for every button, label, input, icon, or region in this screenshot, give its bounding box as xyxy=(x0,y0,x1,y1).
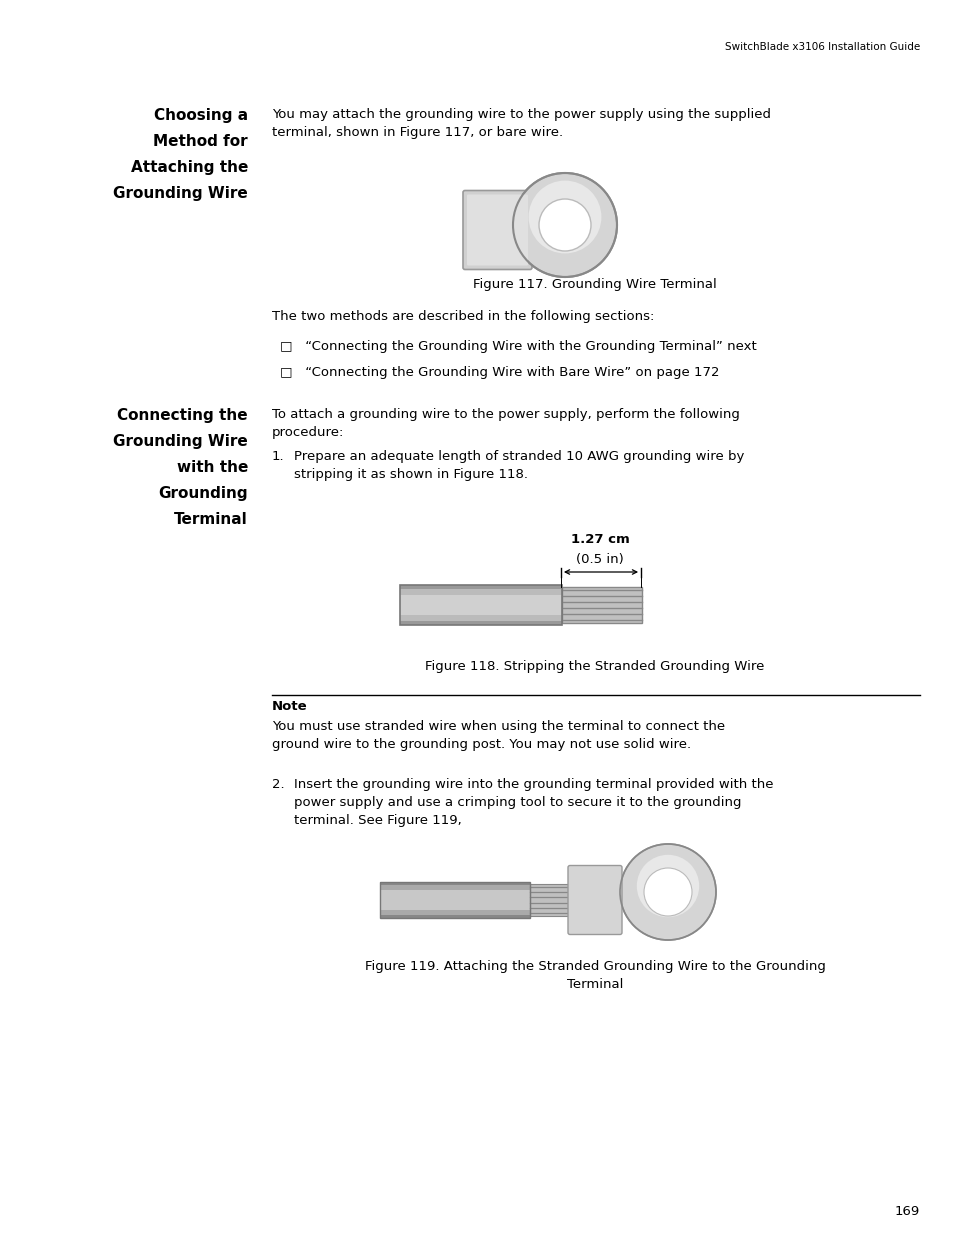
Bar xyxy=(379,885,530,915)
Text: (0.5 in): (0.5 in) xyxy=(576,553,623,566)
Text: 1.: 1. xyxy=(272,450,284,463)
Text: Attaching the: Attaching the xyxy=(131,161,248,175)
FancyBboxPatch shape xyxy=(462,190,532,269)
Text: □   “Connecting the Grounding Wire with Bare Wire” on page 172: □ “Connecting the Grounding Wire with Ba… xyxy=(280,366,719,379)
Text: Prepare an adequate length of stranded 10 AWG grounding wire by
stripping it as : Prepare an adequate length of stranded 1… xyxy=(294,450,743,480)
Bar xyxy=(399,589,561,621)
FancyBboxPatch shape xyxy=(467,194,527,266)
Text: Method for: Method for xyxy=(153,135,248,149)
Bar xyxy=(379,882,530,918)
Bar xyxy=(530,884,569,916)
Text: Grounding Wire: Grounding Wire xyxy=(113,186,248,201)
Text: You must use stranded wire when using the terminal to connect the
ground wire to: You must use stranded wire when using th… xyxy=(272,720,724,751)
Text: 169: 169 xyxy=(894,1205,919,1218)
Text: SwitchBlade x3106 Installation Guide: SwitchBlade x3106 Installation Guide xyxy=(724,42,919,52)
Circle shape xyxy=(538,199,590,251)
FancyBboxPatch shape xyxy=(567,866,621,935)
Text: You may attach the grounding wire to the power supply using the supplied
termina: You may attach the grounding wire to the… xyxy=(272,107,770,140)
Text: To attach a grounding wire to the power supply, perform the following
procedure:: To attach a grounding wire to the power … xyxy=(272,408,740,438)
Bar xyxy=(399,585,561,625)
Text: Connecting the: Connecting the xyxy=(117,408,248,424)
Text: Choosing a: Choosing a xyxy=(153,107,248,124)
Text: Insert the grounding wire into the grounding terminal provided with the
power su: Insert the grounding wire into the groun… xyxy=(294,778,773,827)
Text: The two methods are described in the following sections:: The two methods are described in the fol… xyxy=(272,310,654,324)
Bar xyxy=(399,585,561,625)
Text: with the: with the xyxy=(176,459,248,475)
Bar xyxy=(379,882,530,918)
Text: Figure 117. Grounding Wire Terminal: Figure 117. Grounding Wire Terminal xyxy=(473,278,716,291)
Text: □   “Connecting the Grounding Wire with the Grounding Terminal” next: □ “Connecting the Grounding Wire with th… xyxy=(280,340,756,353)
Text: Note: Note xyxy=(272,700,307,713)
Text: 1.27 cm: 1.27 cm xyxy=(570,534,629,546)
Text: Figure 119. Attaching the Stranded Grounding Wire to the Grounding
Terminal: Figure 119. Attaching the Stranded Groun… xyxy=(364,960,824,990)
Circle shape xyxy=(637,855,699,918)
Text: Grounding: Grounding xyxy=(158,487,248,501)
Circle shape xyxy=(513,173,617,277)
Circle shape xyxy=(528,180,600,253)
Circle shape xyxy=(643,868,691,916)
Text: 2.: 2. xyxy=(272,778,284,790)
Bar xyxy=(399,595,561,615)
Bar xyxy=(379,890,530,910)
Text: Figure 118. Stripping the Stranded Grounding Wire: Figure 118. Stripping the Stranded Groun… xyxy=(425,659,764,673)
Bar xyxy=(561,587,641,622)
Circle shape xyxy=(619,844,716,940)
Text: Grounding Wire: Grounding Wire xyxy=(113,433,248,450)
Text: Terminal: Terminal xyxy=(174,513,248,527)
